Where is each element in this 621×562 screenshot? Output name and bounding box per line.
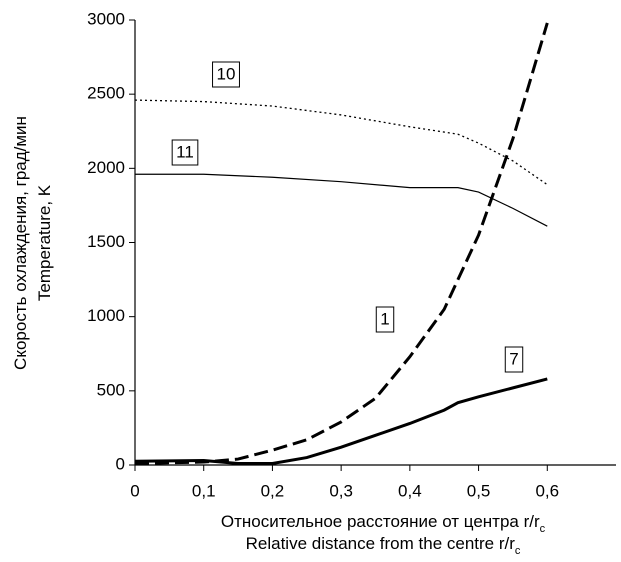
y-tick-label: 500 (97, 380, 125, 399)
x-tick-label: 0,5 (467, 481, 491, 500)
y-tick-label: 1000 (87, 306, 125, 325)
series-line (135, 173, 548, 227)
x-tick-label: 0,3 (329, 481, 353, 500)
y-tick-label: 0 (116, 454, 125, 473)
series-label-box (212, 61, 240, 88)
x-axis-label-text: Относительное расстояние от центра r/r (221, 512, 540, 531)
x-tick-label: 0,6 (535, 481, 559, 500)
x-axis-label: Относительное расстояние от центра r/rc (221, 512, 546, 534)
series-label-box (171, 139, 199, 166)
series-label: 11 (176, 142, 194, 161)
series-line (134, 99, 548, 186)
y-tick-label: 1500 (87, 232, 125, 251)
series-line (134, 377, 548, 466)
series-line (134, 22, 549, 466)
x-tick-label: 0,2 (261, 481, 285, 500)
x-axis-label-subscript: c (540, 523, 546, 535)
x-tick-label: 0,1 (192, 481, 216, 500)
series-label-box (375, 306, 395, 333)
x-axis-label-subscript: c (515, 545, 521, 557)
y-tick-label: 3000 (87, 9, 125, 28)
y-axis-label-line: Temperature, K (35, 184, 54, 301)
y-tick-label: 2000 (87, 158, 125, 177)
y-axis-label-line: Скорость охлаждения, град/мин (11, 116, 30, 370)
x-tick-label: 0 (130, 481, 139, 500)
series-label-box (504, 346, 524, 373)
y-axis-label: Скорость охлаждения, град/мин Temperature… (11, 116, 54, 370)
series-label: 7 (509, 349, 518, 368)
x-axis-label-text: Relative distance from the centre r/r (246, 534, 516, 553)
x-axis-label: Relative distance from the centre r/rc (246, 534, 521, 556)
series-label: 1 (380, 309, 389, 328)
series-label: 10 (217, 64, 236, 83)
y-tick-label: 2500 (87, 84, 125, 103)
x-tick-label: 0,4 (398, 481, 422, 500)
